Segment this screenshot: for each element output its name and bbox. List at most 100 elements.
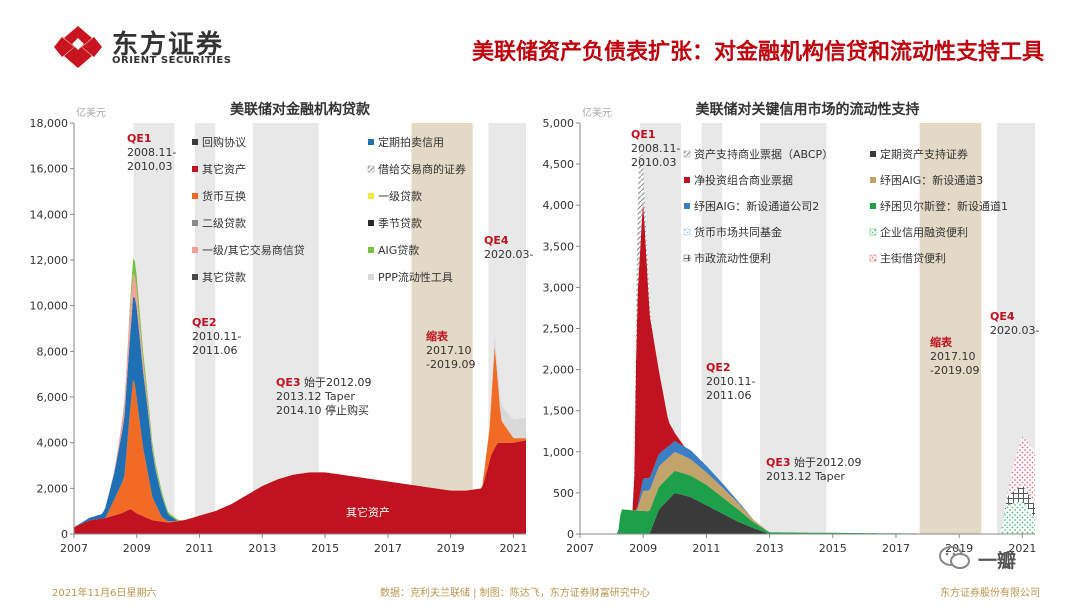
annotation-line-0-1: 2010.03 (127, 160, 173, 173)
legend-swatch-1 (368, 139, 374, 145)
annotation-text-3: 缩表 (426, 329, 449, 343)
legend-label-3: 借给交易商的证券 (378, 162, 466, 176)
annotation-text-0: QE1 (631, 128, 656, 141)
footer-company: 东方证券股份有限公司 (940, 588, 1040, 599)
wechat-icon (939, 546, 970, 569)
shaded-period-2 (760, 123, 827, 534)
legend-label-0: 回购协议 (202, 135, 246, 149)
legend-swatch-8 (192, 247, 198, 253)
y-tick-label-6: 3,000 (543, 281, 575, 294)
page-title: 美联储资产负债表扩张：对金融机构信贷和流动性支持工具 (471, 40, 1044, 65)
legend-label-6: 二级贷款 (202, 216, 246, 230)
legend-swatch-9 (869, 254, 877, 262)
annotation-text-4: QE4 (484, 234, 509, 247)
company-logo: 东方证券 ORIENT SECURITIES (52, 24, 262, 70)
shaded-period-3 (411, 123, 473, 534)
annotation-line-4-0: 2020.03- (990, 324, 1039, 337)
legend-label-6: 货币市场共同基金 (694, 225, 782, 239)
x-tick-label-3: 2013 (756, 542, 784, 555)
y-tick-label-4: 8,000 (37, 345, 69, 358)
chart-title: 美联储对金融机构贷款 (230, 101, 371, 118)
shaded-period-1 (194, 123, 216, 534)
y-tick-label-2: 1,000 (543, 446, 575, 459)
legend-swatch-7 (368, 220, 374, 226)
annotation-line-0-0: 2008.11- (631, 142, 680, 155)
legend-swatch-3 (367, 165, 375, 173)
y-tick-label-6: 12,000 (30, 254, 68, 267)
legend-label-8: 一级/其它交易商信贷 (202, 243, 305, 257)
x-tick-label-3: 2013 (248, 542, 276, 555)
legend-label-4: 纾困AIG：新设通道公司2 (694, 199, 819, 213)
chart-title: 美联储对关键信用市场的流动性支持 (696, 101, 920, 118)
slide-header: 东方证券 ORIENT SECURITIES 美联储资产负债表扩张：对金融机构信… (0, 0, 1080, 80)
legend-label-3: 纾困AIG：新设通道3 (880, 173, 983, 187)
x-tick-label-0: 2007 (60, 542, 88, 555)
annotation-line-4-0: 2020.03- (484, 248, 533, 261)
chart-fed-lending: 亿美元 美联储对金融机构贷款 0 2,000 4,000 6,000 8,000 10,000… (30, 96, 538, 570)
annotation-line-3-0: 2017.10 (426, 344, 472, 357)
wechat-watermark: 一瓣 (938, 544, 1048, 574)
chart-credit-market-support: 亿美元 美联储对关键信用市场的流动性支持 0 500 1,000 1,500 2,000 2,… (536, 96, 1050, 570)
annotation-text-0: QE1 (127, 132, 152, 145)
x-tick-label-2: 2011 (692, 542, 720, 555)
annotation-text-3: 缩表 (930, 335, 953, 349)
y-tick-label-8: 4,000 (543, 199, 575, 212)
legend-swatch-5 (870, 203, 876, 209)
annotation-text-1: QE2 (706, 361, 731, 374)
legend-swatch-4 (684, 203, 690, 209)
legend-label-9: AIG贷款 (378, 243, 419, 257)
area-series-0 (580, 493, 1035, 534)
annotation-line-0-1: 2010.03 (631, 156, 677, 169)
legend-swatch-2 (684, 177, 690, 183)
annotation-line-3-0: 2017.10 (930, 350, 976, 363)
footer-source: 数据：克利夫兰联储 | 制图：陈达飞，东方证券财富研究中心 (380, 588, 650, 599)
y-tick-label-7: 14,000 (30, 208, 68, 221)
y-tick-label-10: 5,000 (543, 117, 575, 130)
annotation-line-2-1: 2014.10 停止购买 (276, 403, 369, 417)
watermark-text: 一瓣 (978, 550, 1017, 572)
x-tick-label-5: 2017 (374, 542, 402, 555)
legend-label-1: 定期资产支持证券 (880, 147, 968, 161)
legend-label-1: 定期拍卖信用 (378, 135, 444, 149)
legend-swatch-0 (192, 139, 198, 145)
legend-swatch-3 (870, 177, 876, 183)
x-tick-label-7: 2021 (499, 542, 527, 555)
legend-swatch-10 (192, 274, 198, 280)
x-tick-label-6: 2019 (945, 542, 973, 555)
annotation-line-2-0: 2013.12 Taper (276, 390, 355, 403)
shaded-period-2 (252, 123, 319, 534)
annotation-text-1: QE2 (192, 316, 217, 329)
x-tick-label-6: 2019 (437, 542, 465, 555)
area-series-0 (74, 440, 526, 534)
x-tick-label-7: 2021 (1008, 542, 1036, 555)
area-series-1 (580, 471, 1035, 534)
legend-swatch-2 (192, 166, 198, 172)
x-tick-label-4: 2015 (819, 542, 847, 555)
annotation-line-0-0: 2008.11- (127, 146, 176, 159)
y-tick-label-7: 3,500 (543, 240, 575, 253)
legend-label-4: 货币互换 (202, 189, 246, 203)
legend-label-7: 季节贷款 (378, 216, 422, 230)
annotation-line-1-0: 2010.11- (706, 375, 755, 388)
chart-svg-credit: 亿美元 美联储对关键信用市场的流动性支持 0 500 1,000 1,500 2,000 2,… (543, 101, 1040, 555)
logo-english-name: ORIENT SECURITIES (112, 55, 232, 66)
shaded-period-3 (919, 123, 982, 534)
y-tick-label-2: 4,000 (37, 437, 69, 450)
orient-logo-icon (54, 26, 102, 68)
area-series-1 (74, 346, 526, 528)
unit-label: 亿美元 (582, 106, 612, 119)
legend-label-9: 主街借贷便利 (880, 251, 946, 265)
legend-swatch-11 (368, 274, 374, 280)
y-tick-label-0: 0 (567, 528, 574, 541)
legend-swatch-5 (368, 193, 374, 199)
y-tick-label-3: 6,000 (37, 391, 69, 404)
legend-swatch-6 (683, 228, 691, 236)
annotation-text-4: QE4 (990, 310, 1015, 323)
